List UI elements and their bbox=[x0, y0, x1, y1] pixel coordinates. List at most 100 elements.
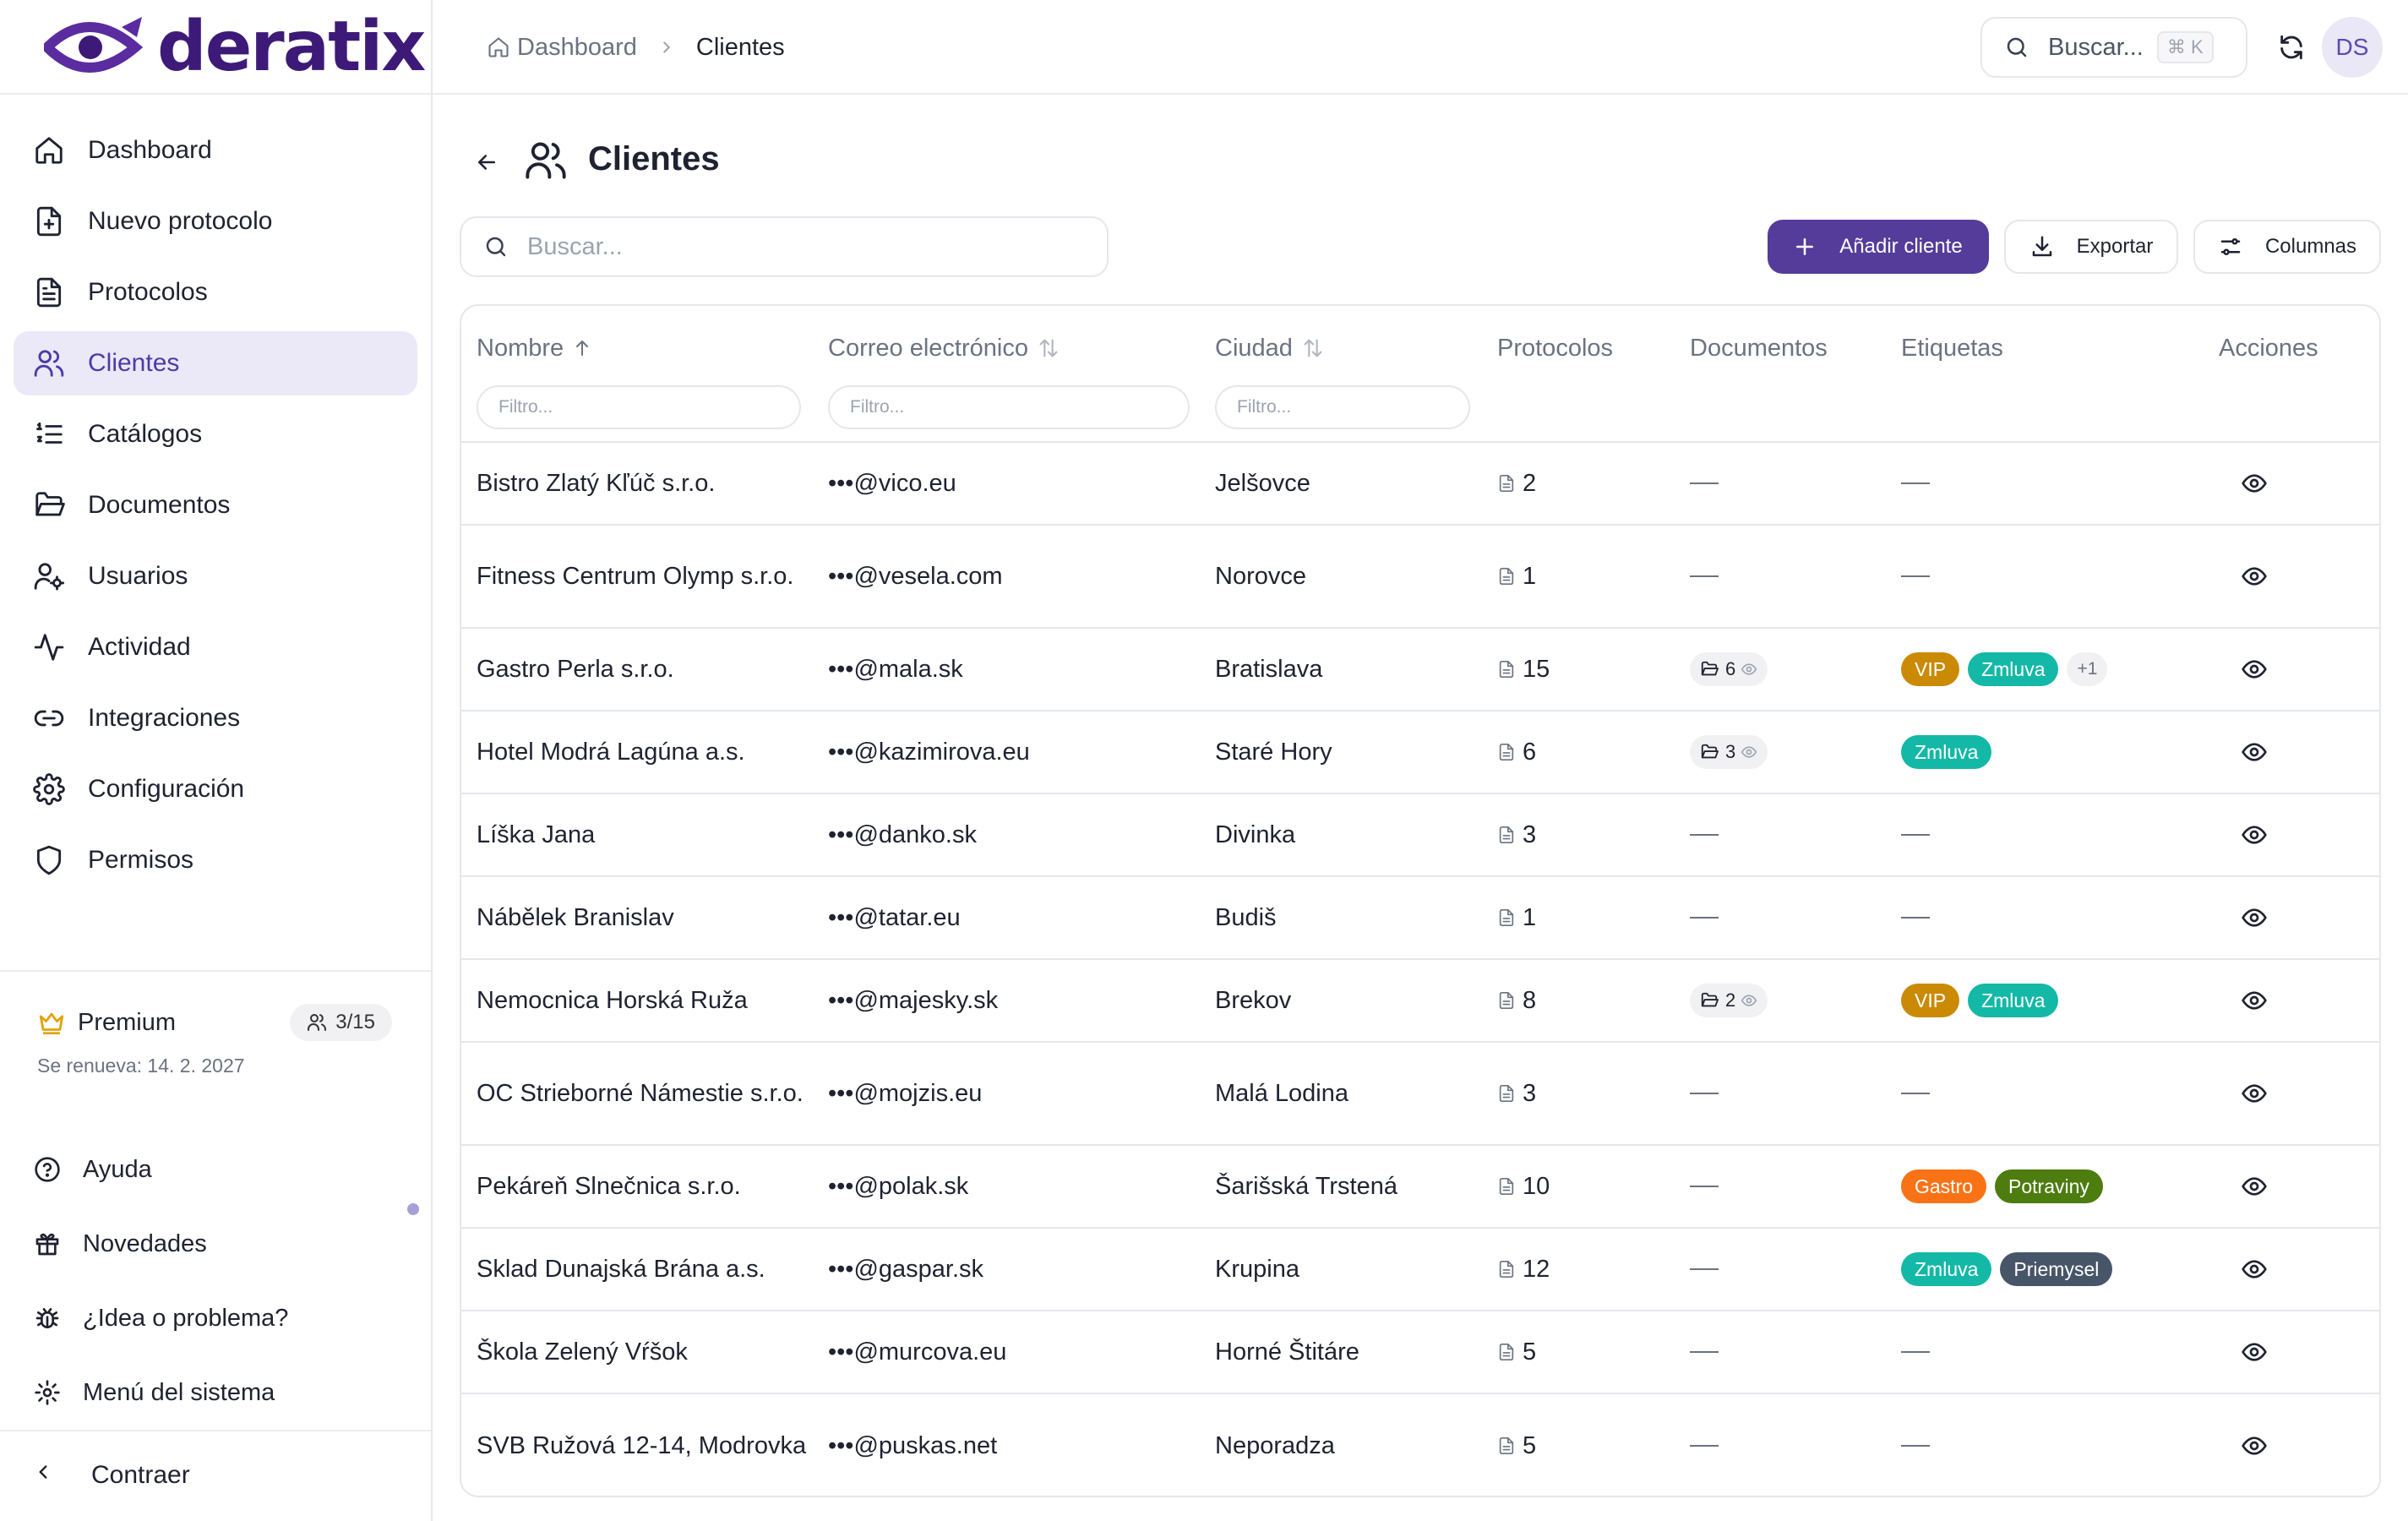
help-link[interactable]: Ayuda bbox=[32, 1132, 404, 1207]
client-city: Jelšovce bbox=[1215, 469, 1310, 497]
documents-cell bbox=[1690, 1146, 1719, 1227]
table-row[interactable]: OC Strieborné Námestie s.r.o. •••@mojzis.… bbox=[461, 1043, 2379, 1146]
documents-badge[interactable]: 2 bbox=[1690, 984, 1768, 1017]
sidebar-item-catalogos[interactable]: Catálogos bbox=[14, 402, 417, 466]
table-row[interactable]: Pekáreň Slnečnica s.r.o. •••@polak.sk Šari… bbox=[461, 1146, 2379, 1229]
refresh-button[interactable] bbox=[2271, 27, 2312, 68]
column-header-name[interactable]: Nombre bbox=[477, 328, 592, 368]
tags-cell: VIP Zmluva bbox=[1901, 960, 2067, 1041]
view-client-button[interactable] bbox=[2229, 629, 2280, 710]
table-row[interactable]: Bistro Zlatý Kľúč s.r.o. •••@vico.eu Jelšo… bbox=[461, 443, 2379, 526]
tag-badge: Zmluva bbox=[1901, 1252, 1992, 1286]
file-icon bbox=[1499, 744, 1514, 760]
documents-badge[interactable]: 6 bbox=[1690, 652, 1768, 686]
add-client-button[interactable]: Añadir cliente bbox=[1768, 220, 1989, 274]
global-search[interactable]: Buscar... ⌘ K bbox=[1980, 17, 2247, 78]
view-client-button[interactable] bbox=[2229, 960, 2280, 1041]
shortcut-hint: ⌘ K bbox=[2156, 31, 2214, 63]
file-icon bbox=[1499, 475, 1514, 492]
table-row[interactable]: Škola Zelený Vŕšok •••@murcova.eu Horné Št… bbox=[461, 1311, 2379, 1394]
sidebar-item-permisos[interactable]: Permisos bbox=[14, 828, 417, 892]
crown-icon bbox=[39, 1012, 64, 1035]
view-client-button[interactable] bbox=[2229, 526, 2280, 627]
table-row[interactable]: Nábělek Branislav •••@tatar.eu Budiš 1 bbox=[461, 877, 2379, 960]
sidebar-item-label: Catálogos bbox=[88, 420, 203, 448]
sidebar-item-integraciones[interactable]: Integraciones bbox=[14, 686, 417, 750]
empty-dash bbox=[1901, 1445, 1930, 1447]
users-icon bbox=[524, 139, 568, 187]
sidebar-item-actividad[interactable]: Actividad bbox=[14, 615, 417, 679]
view-client-button[interactable] bbox=[2229, 1043, 2280, 1144]
tags-cell: Zmluva Priemysel bbox=[1901, 1229, 2121, 1310]
collapse-sidebar-button[interactable]: Contraer bbox=[32, 1442, 190, 1509]
client-email: •••@gaspar.sk bbox=[828, 1255, 984, 1283]
table-row[interactable]: Gastro Perla s.r.o. •••@mala.sk Bratislava… bbox=[461, 629, 2379, 711]
top-header: Dashboard Clientes Buscar... ⌘ K DS bbox=[433, 0, 2408, 95]
view-client-button[interactable] bbox=[2229, 443, 2280, 524]
view-client-button[interactable] bbox=[2229, 877, 2280, 958]
table-row[interactable]: Sklad Dunajská Brána a.s. •••@gaspar.sk Kr… bbox=[461, 1229, 2379, 1311]
list-ordered-icon bbox=[32, 417, 66, 451]
empty-dash bbox=[1690, 1093, 1719, 1094]
column-header-documents: Documentos bbox=[1690, 334, 1828, 362]
breadcrumb-home[interactable]: Dashboard bbox=[487, 34, 637, 62]
sidebar-item-label: Permisos bbox=[88, 846, 194, 874]
documents-cell: 2 bbox=[1690, 960, 1768, 1041]
view-client-button[interactable] bbox=[2229, 1311, 2280, 1393]
empty-dash bbox=[1690, 575, 1719, 577]
brand-logo[interactable]: deratix bbox=[44, 12, 426, 83]
client-email: •••@kazimirova.eu bbox=[828, 738, 1030, 766]
column-header-city[interactable]: Ciudad bbox=[1215, 328, 1325, 368]
export-button[interactable]: Exportar bbox=[2004, 220, 2178, 274]
view-client-button[interactable] bbox=[2229, 794, 2280, 875]
refresh-icon bbox=[2280, 35, 2302, 60]
eye-icon bbox=[1741, 663, 1757, 675]
view-client-button[interactable] bbox=[2229, 711, 2280, 793]
client-city: Divinka bbox=[1215, 820, 1296, 848]
column-header-email[interactable]: Correo electrónico bbox=[828, 328, 1060, 368]
sidebar-item-documentos[interactable]: Documentos bbox=[14, 473, 417, 537]
view-client-button[interactable] bbox=[2229, 1394, 2280, 1496]
tags-cell: Gastro Potraviny bbox=[1901, 1146, 2111, 1227]
sidebar-item-dashboard[interactable]: Dashboard bbox=[14, 118, 417, 183]
tags-cell bbox=[1901, 1043, 1930, 1144]
feedback-link[interactable]: ¿Idea o problema? bbox=[32, 1281, 404, 1355]
more-tags-badge[interactable]: +1 bbox=[2067, 652, 2108, 686]
sidebar-item-configuracion[interactable]: Configuración bbox=[14, 757, 417, 821]
table-row[interactable]: Hotel Modrá Lagúna a.s. •••@kazimirova.eu… bbox=[461, 711, 2379, 794]
protocol-count: 2 bbox=[1497, 443, 1536, 524]
sidebar-item-nuevo-protocolo[interactable]: Nuevo protocolo bbox=[14, 189, 417, 254]
table-row[interactable]: Nemocnica Horská Ruža •••@majesky.sk Breko… bbox=[461, 960, 2379, 1043]
file-icon bbox=[1499, 1344, 1514, 1360]
sidebar-item-protocolos[interactable]: Protocolos bbox=[14, 260, 417, 324]
protocol-count: 3 bbox=[1497, 1043, 1536, 1144]
sidebar-item-label: Integraciones bbox=[88, 704, 241, 732]
name-filter-input[interactable] bbox=[477, 385, 801, 429]
protocol-count: 5 bbox=[1497, 1311, 1536, 1393]
table-row[interactable]: SVB Ružová 12-14, Modrovka •••@puskas.net… bbox=[461, 1394, 2379, 1496]
folder-icon bbox=[1701, 992, 1719, 1007]
tags-cell bbox=[1901, 443, 1930, 524]
view-client-button[interactable] bbox=[2229, 1146, 2280, 1227]
gift-icon bbox=[32, 1229, 63, 1259]
sidebar-item-usuarios[interactable]: Usuarios bbox=[14, 544, 417, 608]
columns-button[interactable]: Columnas bbox=[2193, 220, 2381, 274]
view-client-button[interactable] bbox=[2229, 1229, 2280, 1310]
email-filter-input[interactable] bbox=[828, 385, 1190, 429]
table-row[interactable]: Fitness Centrum Olymp s.r.o. •••@vesela.c… bbox=[461, 526, 2379, 629]
city-filter-input[interactable] bbox=[1215, 385, 1470, 429]
avatar[interactable]: DS bbox=[2322, 17, 2383, 78]
back-button[interactable] bbox=[470, 145, 504, 179]
documents-cell bbox=[1690, 526, 1719, 627]
gear-icon bbox=[32, 1377, 63, 1408]
system-menu-link[interactable]: Menú del sistema bbox=[32, 1355, 404, 1430]
file-icon bbox=[1499, 1261, 1514, 1278]
news-link[interactable]: Novedades bbox=[32, 1207, 404, 1281]
sidebar-item-clientes[interactable]: Clientes bbox=[14, 331, 417, 395]
client-name: Fitness Centrum Olymp s.r.o. bbox=[477, 563, 794, 590]
client-search-input[interactable] bbox=[527, 232, 1034, 261]
table-row[interactable]: Líška Jana •••@danko.sk Divinka 3 bbox=[461, 794, 2379, 877]
search-icon bbox=[486, 237, 506, 257]
file-icon bbox=[1499, 909, 1514, 926]
documents-badge[interactable]: 3 bbox=[1690, 735, 1768, 769]
